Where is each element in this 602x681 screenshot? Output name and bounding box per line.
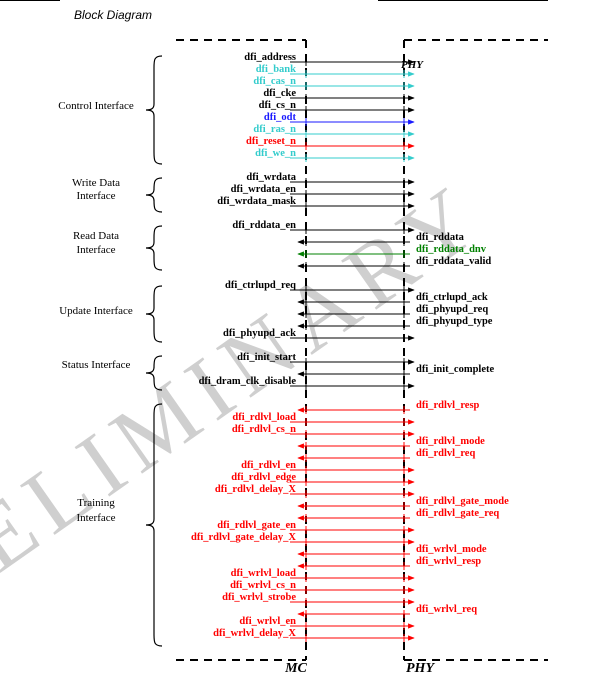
signal-label-dfi-ras-n: dfi_ras_n bbox=[253, 124, 296, 135]
signal-label-dfi-phyupd-type: dfi_phyupd_type bbox=[416, 316, 493, 327]
signal-label-dfi-rdlvl-req: dfi_rdlvl_req bbox=[416, 448, 475, 459]
signal-label-dfi-reset-n: dfi_reset_n bbox=[246, 136, 296, 147]
signal-label-dfi-ctrlupd-req: dfi_ctrlupd_req bbox=[225, 280, 296, 291]
signal-label-dfi-rdlvl-delay-X: dfi_rdlvl_delay_X bbox=[215, 484, 297, 495]
group-label-training: Training bbox=[77, 497, 115, 509]
signal-label-dfi-wrlvl-cs-n: dfi_wrlvl_cs_n bbox=[230, 580, 296, 591]
group-label-read-data: Read Data bbox=[73, 230, 119, 242]
signal-label-dfi-wrlvl-mode: dfi_wrlvl_mode bbox=[416, 544, 487, 555]
signal-label-dfi-rddata: dfi_rddata bbox=[416, 232, 465, 243]
group-brace-update bbox=[145, 285, 163, 343]
signal-label-dfi-rdlvl-en: dfi_rdlvl_en bbox=[241, 460, 296, 471]
signal-label-dfi-rddata-en: dfi_rddata_en bbox=[232, 220, 296, 231]
group-brace-write-data bbox=[145, 177, 163, 213]
group-brace-status bbox=[145, 355, 163, 391]
signal-label-dfi-rdlvl-gate-mode: dfi_rdlvl_gate_mode bbox=[416, 496, 509, 507]
signal-label-dfi-rdlvl-cs-n: dfi_rdlvl_cs_n bbox=[232, 424, 296, 435]
signal-label-dfi-rdlvl-gate-req: dfi_rdlvl_gate_req bbox=[416, 508, 499, 519]
group-label-control: Control Interface bbox=[58, 100, 134, 112]
signal-label-dfi-ctrlupd-ack: dfi_ctrlupd_ack bbox=[416, 292, 488, 303]
signal-label-dfi-wrdata-mask: dfi_wrdata_mask bbox=[217, 196, 296, 207]
signal-label-dfi-phyupd-ack: dfi_phyupd_ack bbox=[223, 328, 296, 339]
mc-block-label: MC bbox=[284, 661, 307, 676]
header-rule-right bbox=[378, 0, 548, 1]
signal-label-dfi-rdlvl-mode: dfi_rdlvl_mode bbox=[416, 436, 485, 447]
signal-label-dfi-cke: dfi_cke bbox=[263, 88, 296, 99]
group-label-status: Status Interface bbox=[62, 359, 131, 371]
signal-label-dfi-rdlvl-gate-en: dfi_rdlvl_gate_en bbox=[217, 520, 296, 531]
signal-label-dfi-phyupd-req: dfi_phyupd_req bbox=[416, 304, 488, 315]
group-brace-training bbox=[145, 403, 163, 647]
group-label-write-data: Interface bbox=[76, 190, 115, 202]
group-label-write-data: Write Data bbox=[72, 177, 120, 189]
signal-label-dfi-wrdata-en: dfi_wrdata_en bbox=[231, 184, 296, 195]
signal-label-dfi-rddata-valid: dfi_rddata_valid bbox=[416, 256, 491, 267]
signal-label-dfi-rdlvl-edge: dfi_rdlvl_edge bbox=[231, 472, 296, 483]
signal-label-dfi-bank: dfi_bank bbox=[256, 64, 296, 75]
diagram-caption: Block Diagram bbox=[74, 8, 153, 22]
signal-label-dfi-we-n: dfi_we_n bbox=[255, 148, 296, 159]
signal-label-dfi-wrlvl-en: dfi_wrlvl_en bbox=[239, 616, 296, 627]
header-rule-left bbox=[0, 0, 60, 1]
signal-label-dfi-init-complete: dfi_init_complete bbox=[416, 364, 494, 375]
signal-label-dfi-wrlvl-delay-X: dfi_wrlvl_delay_X bbox=[213, 628, 296, 639]
signal-label-dfi-cas-n: dfi_cas_n bbox=[253, 76, 296, 87]
signal-label-dfi-cs-n: dfi_cs_n bbox=[259, 100, 297, 111]
signal-label-dfi-init-start: dfi_init_start bbox=[237, 352, 296, 363]
signal-label-dfi-wrlvl-req: dfi_wrlvl_req bbox=[416, 604, 477, 615]
group-label-read-data: Interface bbox=[76, 244, 115, 256]
signal-label-dfi-rdlvl-gate-delay-X: dfi_rdlvl_gate_delay_X bbox=[191, 532, 296, 543]
phy-block-label: PHY bbox=[406, 661, 435, 676]
group-brace-control bbox=[145, 55, 163, 165]
signal-label-dfi-address: dfi_address bbox=[244, 52, 296, 63]
signal-label-dfi-dram-clk-disable: dfi_dram_clk_disable bbox=[199, 376, 297, 387]
signal-label-dfi-rddata-dnv: dfi_rddata_dnv bbox=[416, 244, 487, 255]
signal-label-dfi-wrdata: dfi_wrdata bbox=[246, 172, 296, 183]
group-brace-read-data bbox=[145, 225, 163, 271]
group-label-update: Update Interface bbox=[59, 305, 133, 317]
signal-label-dfi-rdlvl-load: dfi_rdlvl_load bbox=[232, 412, 296, 423]
signal-label-dfi-wrlvl-load: dfi_wrlvl_load bbox=[231, 568, 296, 579]
group-label-training: Interface bbox=[76, 512, 115, 524]
signal-label-dfi-wrlvl-strobe: dfi_wrlvl_strobe bbox=[222, 592, 296, 603]
signal-label-dfi-wrlvl-resp: dfi_wrlvl_resp bbox=[416, 556, 481, 567]
signal-label-dfi-odt: dfi_odt bbox=[264, 112, 297, 123]
signal-label-dfi-rdlvl-resp: dfi_rdlvl_resp bbox=[416, 400, 480, 411]
